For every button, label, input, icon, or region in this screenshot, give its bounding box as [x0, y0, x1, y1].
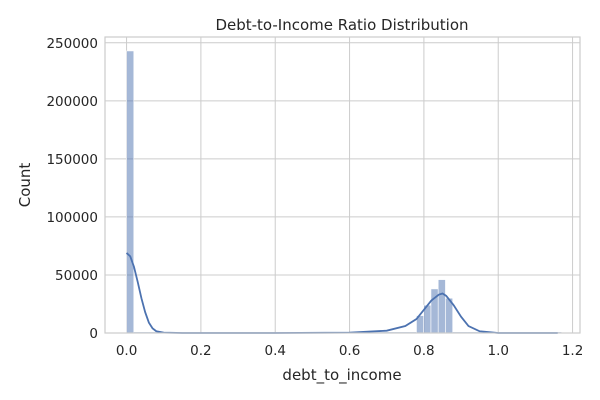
x-axis-label: debt_to_income: [282, 366, 401, 385]
bars: [126, 50, 562, 334]
histogram-bar: [126, 50, 135, 334]
y-tick-label: 200000: [46, 94, 98, 110]
y-tick-label: 100000: [46, 210, 98, 226]
y-ticks: 0 50000 100000 150000 200000 250000: [46, 36, 98, 342]
y-tick-label: 150000: [46, 152, 98, 168]
x-tick-label: 1.2: [562, 343, 583, 359]
chart-title: Debt-to-Income Ratio Distribution: [215, 16, 468, 34]
x-tick-label: 1.0: [487, 343, 508, 359]
x-tick-label: 0.4: [264, 343, 285, 359]
kde-line: [125, 252, 558, 334]
grid: [105, 37, 580, 334]
x-ticks: 0.0 0.2 0.4 0.6 0.8 1.0 1.2: [116, 343, 583, 359]
y-tick-label: 250000: [46, 36, 98, 52]
y-tick-label: 50000: [55, 268, 98, 284]
x-tick-label: 0.8: [413, 343, 434, 359]
kde-curve: [125, 252, 558, 334]
x-tick-label: 0.2: [190, 343, 211, 359]
y-axis-label: Count: [16, 163, 34, 208]
x-tick-label: 0.0: [116, 343, 137, 359]
y-tick-label: 0: [89, 326, 98, 342]
histogram-bar: [437, 279, 446, 334]
plot-frame: [104, 36, 581, 334]
x-tick-label: 0.6: [339, 343, 360, 359]
